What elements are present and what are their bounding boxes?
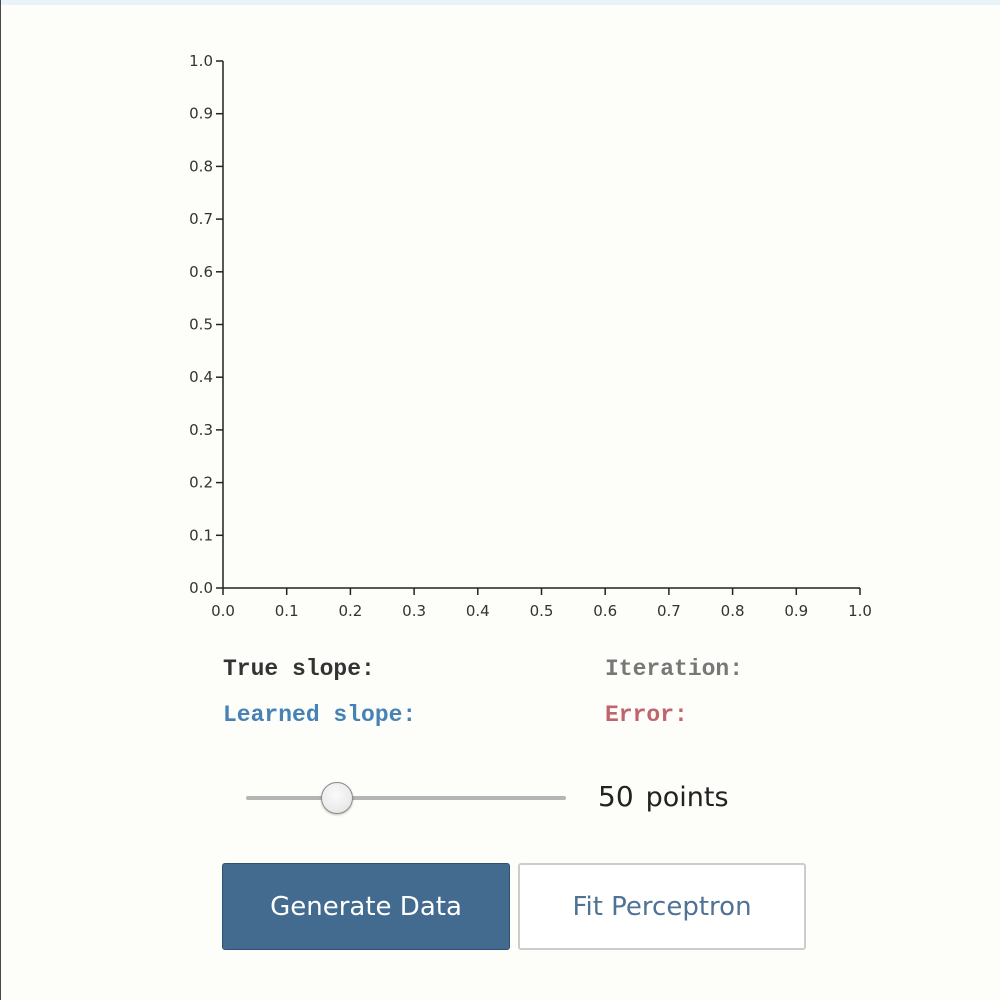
points-value: 50 (598, 780, 634, 813)
points-slider[interactable] (246, 782, 566, 814)
points-unit: points (645, 782, 729, 813)
x-tick-label: 1.0 (848, 602, 872, 620)
true-slope-label: True slope: (223, 656, 375, 682)
x-tick-label: 0.5 (530, 602, 554, 620)
x-tick-label: 0.4 (466, 602, 490, 620)
x-tick-label: 0.1 (275, 602, 299, 620)
y-tick-label: 0.9 (189, 105, 213, 123)
error-label: Error: (605, 702, 688, 728)
points-readout: 50 points (598, 780, 729, 813)
y-tick-label: 0.3 (189, 421, 213, 439)
x-tick-label: 0.7 (657, 602, 681, 620)
y-tick-label: 0.7 (189, 210, 213, 228)
y-tick-label: 0.1 (189, 526, 213, 544)
learned-slope-label: Learned slope: (223, 702, 417, 728)
iteration-label: Iteration: (605, 656, 744, 682)
slider-track[interactable] (246, 796, 566, 800)
fit-perceptron-button[interactable]: Fit Perceptron (518, 863, 806, 950)
top-strip (0, 0, 1000, 5)
x-tick-label: 0.6 (593, 602, 617, 620)
generate-data-button[interactable]: Generate Data (222, 863, 510, 950)
y-axis: 0.0 0.1 0.2 0.3 0.4 0.5 0.6 0.7 0.8 0.9 1.0 (189, 52, 224, 597)
x-tick-label: 0.9 (784, 602, 808, 620)
y-tick-label: 0.5 (189, 316, 213, 334)
left-edge-border (0, 0, 1, 1000)
x-tick-label: 0.2 (338, 602, 362, 620)
slider-thumb[interactable] (321, 782, 353, 814)
x-tick-label: 0.0 (211, 602, 235, 620)
x-axis: 0.0 0.1 0.2 0.3 0.4 0.5 0.6 0.7 0.8 0.9 1.0 (211, 587, 872, 620)
y-tick-label: 0.4 (189, 368, 213, 386)
y-tick-label: 0.8 (189, 157, 213, 175)
y-tick-label: 0.2 (189, 474, 213, 492)
scatter-plot: 0.0 0.1 0.2 0.3 0.4 0.5 0.6 0.7 0.8 0.9 1.0 0.0 0.1… (189, 52, 872, 620)
y-tick-label: 1.0 (189, 52, 213, 70)
x-tick-label: 0.3 (402, 602, 426, 620)
x-tick-label: 0.8 (721, 602, 745, 620)
y-tick-label: 0.6 (189, 263, 213, 281)
y-tick-label: 0.0 (189, 579, 213, 597)
